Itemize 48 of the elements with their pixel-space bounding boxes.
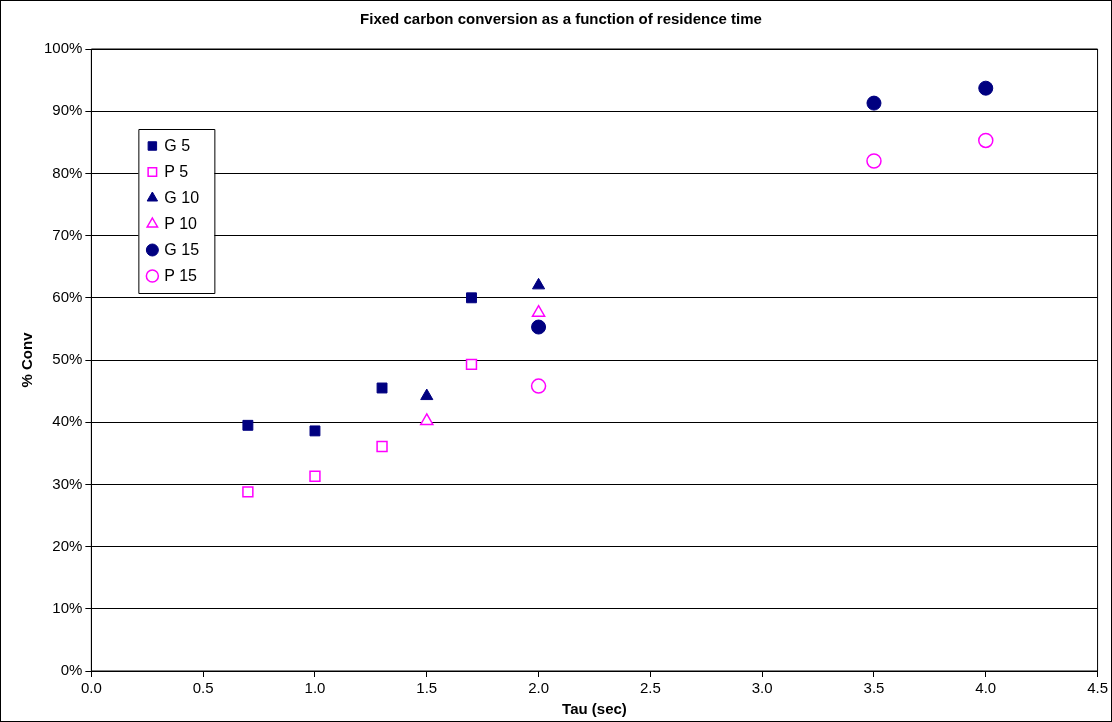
point [532,277,546,290]
y-tick-label: 10% [52,598,83,616]
point [531,304,546,317]
y-tick-label: 40% [52,412,83,430]
legend-label: P 15 [164,267,198,285]
legend-label: P 10 [164,215,198,233]
legend-label: G 5 [164,137,191,155]
point [309,470,321,483]
chart-title: Fixed carbon conversion as a function of residence time [360,10,762,28]
y-tick-label: 60% [52,287,83,305]
x-tick-label: 0.0 [80,679,102,697]
y-axis-title: % Conv [18,331,36,388]
legend-label: P 5 [164,163,189,181]
point [376,440,388,453]
x-tick-label: 0.5 [192,679,214,697]
x-tick-label: 4.0 [975,679,997,697]
point [531,319,547,335]
x-tick-label: 2.5 [639,679,661,697]
y-tick-label: 70% [52,225,83,243]
point [242,486,254,498]
point [242,419,254,431]
x-tick-label: 3.5 [863,679,885,697]
point [978,132,994,149]
point [376,382,388,394]
y-tick-label: 30% [52,474,83,492]
x-tick-label: 2.0 [528,679,549,697]
point [866,95,882,111]
point [419,413,434,426]
legend-label: G 10 [164,189,200,207]
point [420,388,434,401]
legend-label: G 15 [164,241,200,259]
point [978,80,994,96]
x-tick-label: 1.5 [416,679,438,697]
x-axis-title: Tau (sec) [562,700,627,718]
y-tick-label: 100% [43,39,83,57]
y-tick-label: 20% [52,536,83,554]
y-tick-label: 0% [60,661,83,679]
point [866,153,882,169]
x-tick-label: 3.0 [751,679,773,697]
point [465,358,478,371]
x-tick-label: 1.0 [304,679,326,697]
point [530,378,547,394]
y-tick-label: 80% [52,163,83,181]
y-tick-label: 90% [52,101,83,119]
x-tick-label: 4.5 [1087,679,1108,697]
point [309,425,321,437]
y-tick-label: 50% [52,350,83,368]
point [466,292,477,304]
